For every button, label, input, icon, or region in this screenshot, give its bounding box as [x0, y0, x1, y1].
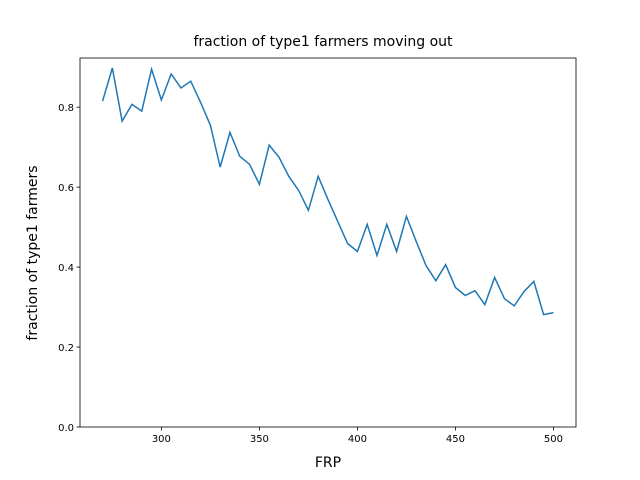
y-tick-label: 0.4: [58, 263, 74, 274]
x-tick-label: 500: [544, 434, 563, 445]
chart-title: fraction of type1 farmers moving out: [193, 34, 453, 50]
data-line: [101, 66, 554, 316]
x-tick-label: 450: [446, 434, 465, 445]
x-tick-label: 400: [348, 434, 367, 445]
x-tick-label: 300: [152, 434, 171, 445]
x-axis-label: FRP: [315, 455, 341, 471]
x-tick-label: 350: [250, 434, 269, 445]
y-tick-label: 0.6: [58, 183, 74, 194]
y-tick-label: 0.0: [58, 423, 74, 434]
y-tick-label: 0.8: [58, 103, 74, 114]
y-tick-label: 0.2: [58, 343, 74, 354]
y-axis-label: fraction of type1 farmers: [25, 165, 41, 340]
axes-frame: [79, 57, 577, 428]
